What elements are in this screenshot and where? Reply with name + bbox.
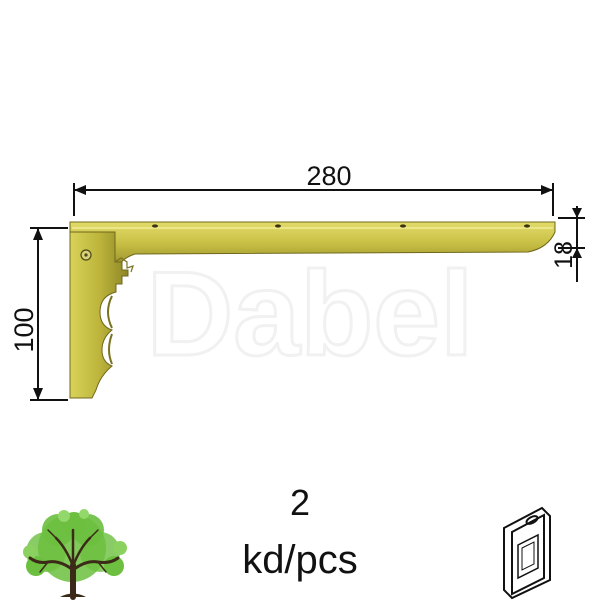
plate-teeth (114, 257, 134, 273)
arm-hole (152, 224, 158, 228)
arm-hole (524, 224, 530, 228)
dimension-thickness-label: 18 (550, 241, 578, 269)
tree-icon (23, 509, 127, 600)
dimension-thickness (558, 206, 585, 282)
shelf-bracket (69, 221, 556, 399)
dimension-height-label: 100 (9, 307, 39, 352)
dimension-height (30, 227, 68, 401)
quantity-number: 2 (289, 482, 311, 523)
plate-scallop-shadow (107, 295, 113, 365)
arm-hole (275, 224, 281, 228)
dimension-length (73, 183, 554, 216)
watermark-logo: Dabel (147, 247, 474, 381)
bracket-wall-plate (69, 231, 129, 399)
dimension-length-label: 280 (306, 161, 351, 191)
rivet-center (84, 253, 88, 257)
arm-hole (400, 224, 406, 228)
blister-package-icon (503, 506, 551, 600)
quantity-unit: kd/pcs (242, 538, 358, 582)
